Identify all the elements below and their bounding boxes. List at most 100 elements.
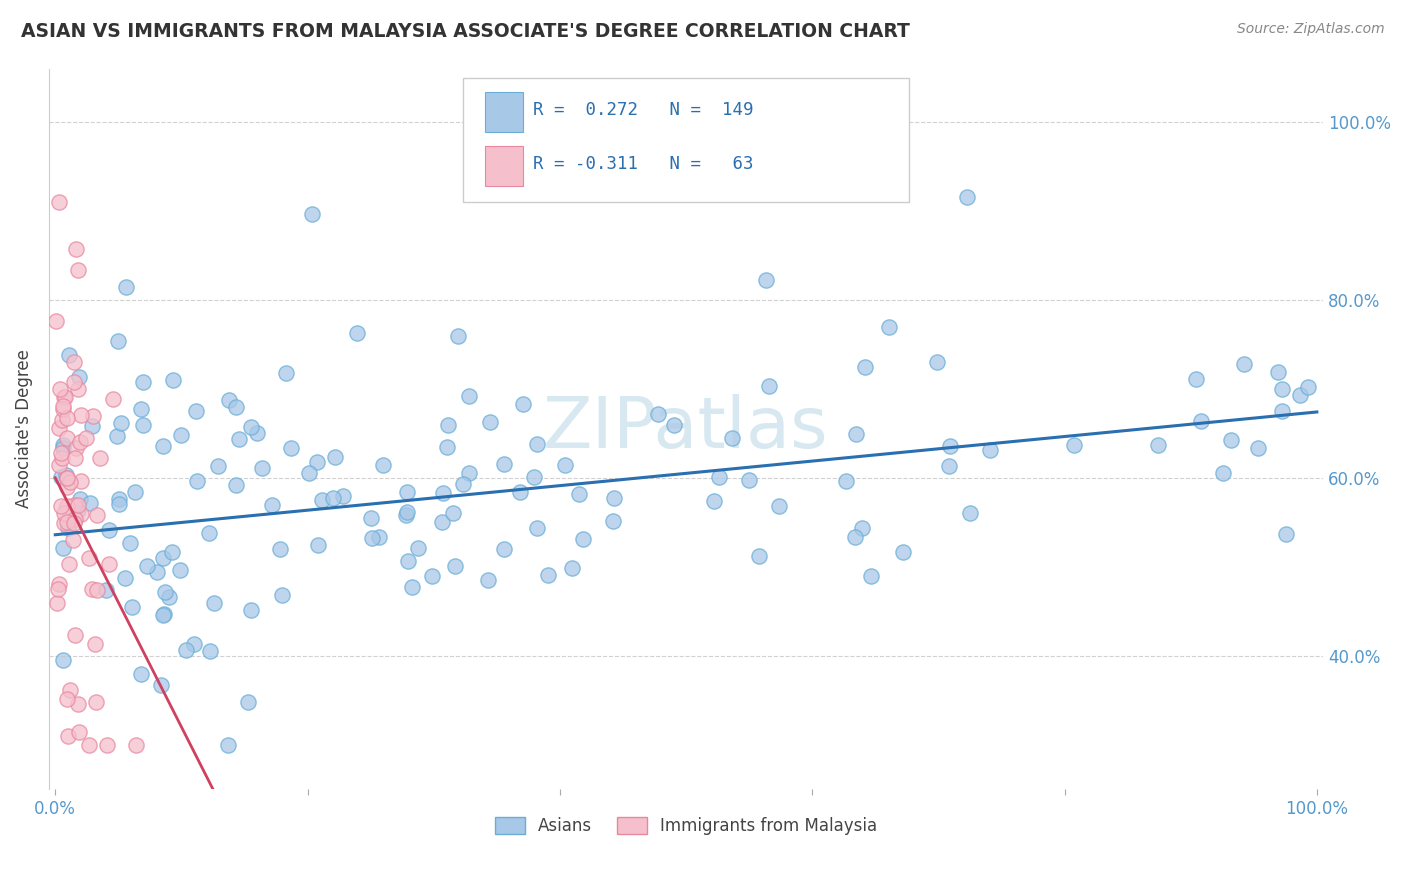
Point — [152, 607, 174, 622]
Point — [260, 498, 283, 512]
Text: Source: ZipAtlas.com: Source: ZipAtlas.com — [1237, 22, 1385, 37]
Point — [444, 558, 467, 573]
Point — [56, 729, 79, 743]
Point — [1212, 466, 1234, 480]
Point — [131, 666, 153, 681]
Point — [108, 491, 131, 506]
Point — [561, 561, 583, 575]
Point — [59, 682, 82, 697]
Point — [298, 467, 321, 481]
Point — [1247, 441, 1270, 455]
Bar — [485, 146, 523, 186]
Point — [1219, 433, 1241, 447]
Point — [114, 279, 136, 293]
Point — [146, 565, 169, 579]
Point — [118, 535, 141, 549]
Point — [52, 438, 75, 452]
Point — [844, 530, 866, 544]
Point — [59, 475, 82, 489]
Point — [271, 588, 294, 602]
Point — [301, 206, 323, 220]
Point — [149, 677, 172, 691]
Point — [56, 515, 79, 529]
Point — [56, 411, 79, 425]
Point — [959, 507, 981, 521]
Point — [170, 428, 193, 442]
Point — [1271, 404, 1294, 418]
Point — [48, 577, 70, 591]
Point — [58, 348, 80, 362]
Point — [280, 441, 302, 455]
Point — [458, 466, 481, 480]
Point — [494, 457, 516, 471]
Point — [602, 514, 624, 528]
Point — [322, 491, 344, 506]
Point — [153, 584, 176, 599]
Point — [153, 607, 176, 621]
Point — [55, 467, 77, 482]
Point — [512, 397, 534, 411]
Point — [63, 355, 86, 369]
Point — [52, 506, 75, 520]
Point — [218, 392, 240, 407]
Point — [332, 489, 354, 503]
FancyBboxPatch shape — [463, 78, 910, 202]
Point — [51, 441, 73, 455]
Point — [758, 379, 780, 393]
Point — [56, 471, 79, 485]
Point — [603, 491, 626, 506]
Point — [97, 523, 120, 537]
Point — [748, 549, 770, 563]
Point — [79, 496, 101, 510]
Point — [1063, 438, 1085, 452]
Point — [845, 427, 868, 442]
Point — [55, 691, 77, 706]
Point — [129, 401, 152, 416]
Point — [183, 637, 205, 651]
Point — [526, 437, 548, 451]
Point — [436, 417, 458, 432]
Point — [225, 400, 247, 414]
Point — [401, 580, 423, 594]
Text: ZIPatlas: ZIPatlas — [543, 394, 830, 463]
Point — [49, 383, 72, 397]
Point — [217, 738, 239, 752]
Point — [66, 697, 89, 711]
Point — [67, 370, 90, 384]
Bar — [485, 92, 523, 132]
Point — [66, 503, 89, 517]
Point — [420, 569, 443, 583]
Point — [63, 375, 86, 389]
Point — [66, 382, 89, 396]
Point — [184, 404, 207, 418]
Point — [479, 415, 502, 429]
Point — [396, 554, 419, 568]
Point — [979, 443, 1001, 458]
Point — [250, 461, 273, 475]
Point — [159, 590, 181, 604]
Point — [853, 359, 876, 374]
Point — [246, 425, 269, 440]
Point — [346, 326, 368, 340]
Point — [86, 583, 108, 598]
Point — [305, 455, 328, 469]
Point — [52, 390, 75, 404]
Point — [174, 643, 197, 657]
Point — [77, 551, 100, 566]
Point — [124, 738, 146, 752]
Point — [107, 334, 129, 349]
Point — [56, 480, 79, 494]
Point — [1274, 527, 1296, 541]
Point — [51, 499, 73, 513]
Point — [114, 571, 136, 585]
Point — [441, 506, 464, 520]
Point — [1267, 365, 1289, 379]
Point — [131, 375, 153, 389]
Point — [447, 329, 470, 343]
Point — [1271, 382, 1294, 396]
Point — [51, 413, 73, 427]
Point — [395, 508, 418, 523]
Point — [274, 366, 297, 380]
Point — [162, 372, 184, 386]
Point — [152, 550, 174, 565]
